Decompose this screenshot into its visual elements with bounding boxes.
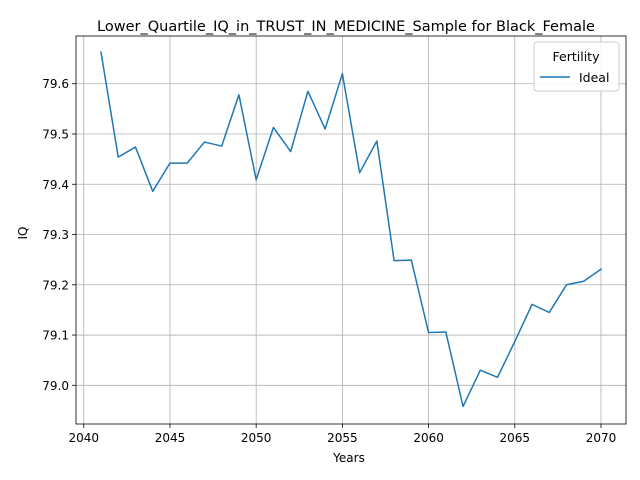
legend: Fertility Ideal [533, 41, 620, 92]
x-tick-label: 2070 [586, 431, 617, 445]
y-tick-label: 79.2 [42, 278, 69, 292]
legend-box [533, 41, 620, 92]
series-line-ideal [100, 51, 603, 408]
x-axis-ticks: 2040 2045 2050 2055 2060 2065 2070 [68, 424, 616, 445]
y-tick-label: 79.5 [42, 128, 69, 142]
y-axis-label: IQ [16, 227, 30, 240]
series-layer [100, 51, 603, 408]
x-tick-label: 2045 [155, 431, 186, 445]
x-tick-label: 2060 [413, 431, 444, 445]
legend-title: Fertility [553, 49, 601, 64]
grid-lines [76, 36, 626, 424]
plot-frame [75, 35, 627, 425]
x-tick-label: 2055 [327, 431, 358, 445]
legend-label-ideal: Ideal [579, 70, 609, 85]
y-tick-label: 79.0 [42, 379, 69, 393]
chart-title: Lower_Quartile_IQ_in_TRUST_IN_MEDICINE_S… [97, 19, 595, 35]
x-tick-label: 2040 [68, 431, 99, 445]
y-tick-label: 79.3 [42, 228, 69, 242]
y-tick-label: 79.1 [42, 329, 69, 343]
x-axis-label: Years [332, 451, 365, 465]
y-tick-label: 79.6 [42, 77, 69, 91]
y-axis-ticks: 79.0 79.1 79.2 79.3 79.4 79.5 79.6 [42, 77, 76, 393]
y-tick-label: 79.4 [42, 178, 69, 192]
x-tick-label: 2065 [500, 431, 531, 445]
x-tick-label: 2050 [241, 431, 272, 445]
